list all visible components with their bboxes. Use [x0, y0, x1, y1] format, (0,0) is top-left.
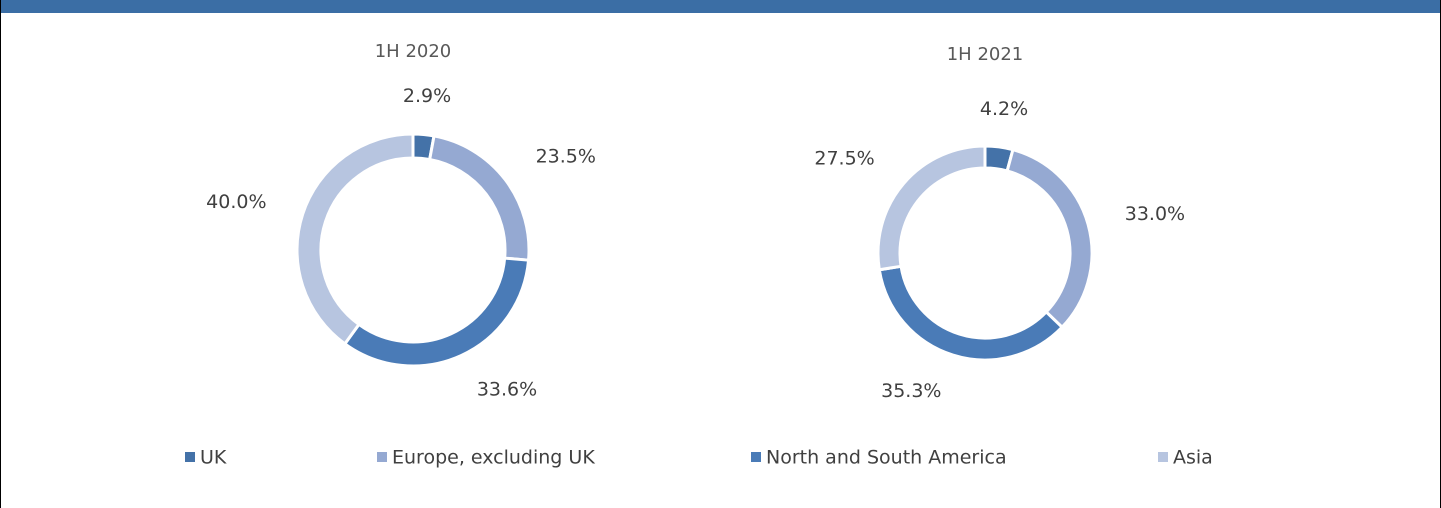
legend-label: Asia	[1173, 447, 1213, 469]
chart-title: 1H 2021	[947, 44, 1024, 65]
header-bar	[0, 0, 1441, 13]
chart-title: 1H 2020	[375, 41, 452, 62]
data-label: 4.2%	[980, 98, 1028, 120]
donut-slice	[295, 132, 415, 346]
legend-marker	[377, 452, 387, 462]
legend-marker	[1158, 452, 1168, 462]
data-label: 27.5%	[814, 147, 874, 169]
legend-label: UK	[200, 447, 227, 469]
legend-marker	[751, 452, 761, 462]
legend-label: North and South America	[766, 447, 1007, 469]
data-label: 2.9%	[403, 85, 451, 107]
data-label: 35.3%	[881, 380, 941, 402]
data-label: 40.0%	[206, 191, 266, 213]
donut-slice	[876, 144, 987, 272]
legend-marker	[185, 452, 195, 462]
donut-slice	[342, 256, 531, 368]
legend-label: Europe, excluding UK	[392, 447, 595, 469]
data-label: 33.6%	[477, 379, 537, 401]
donut-slice	[1005, 147, 1094, 330]
donut-slice	[877, 264, 1065, 362]
data-label: 23.5%	[536, 145, 596, 167]
data-label: 33.0%	[1125, 203, 1185, 225]
donut-slice	[427, 134, 531, 262]
